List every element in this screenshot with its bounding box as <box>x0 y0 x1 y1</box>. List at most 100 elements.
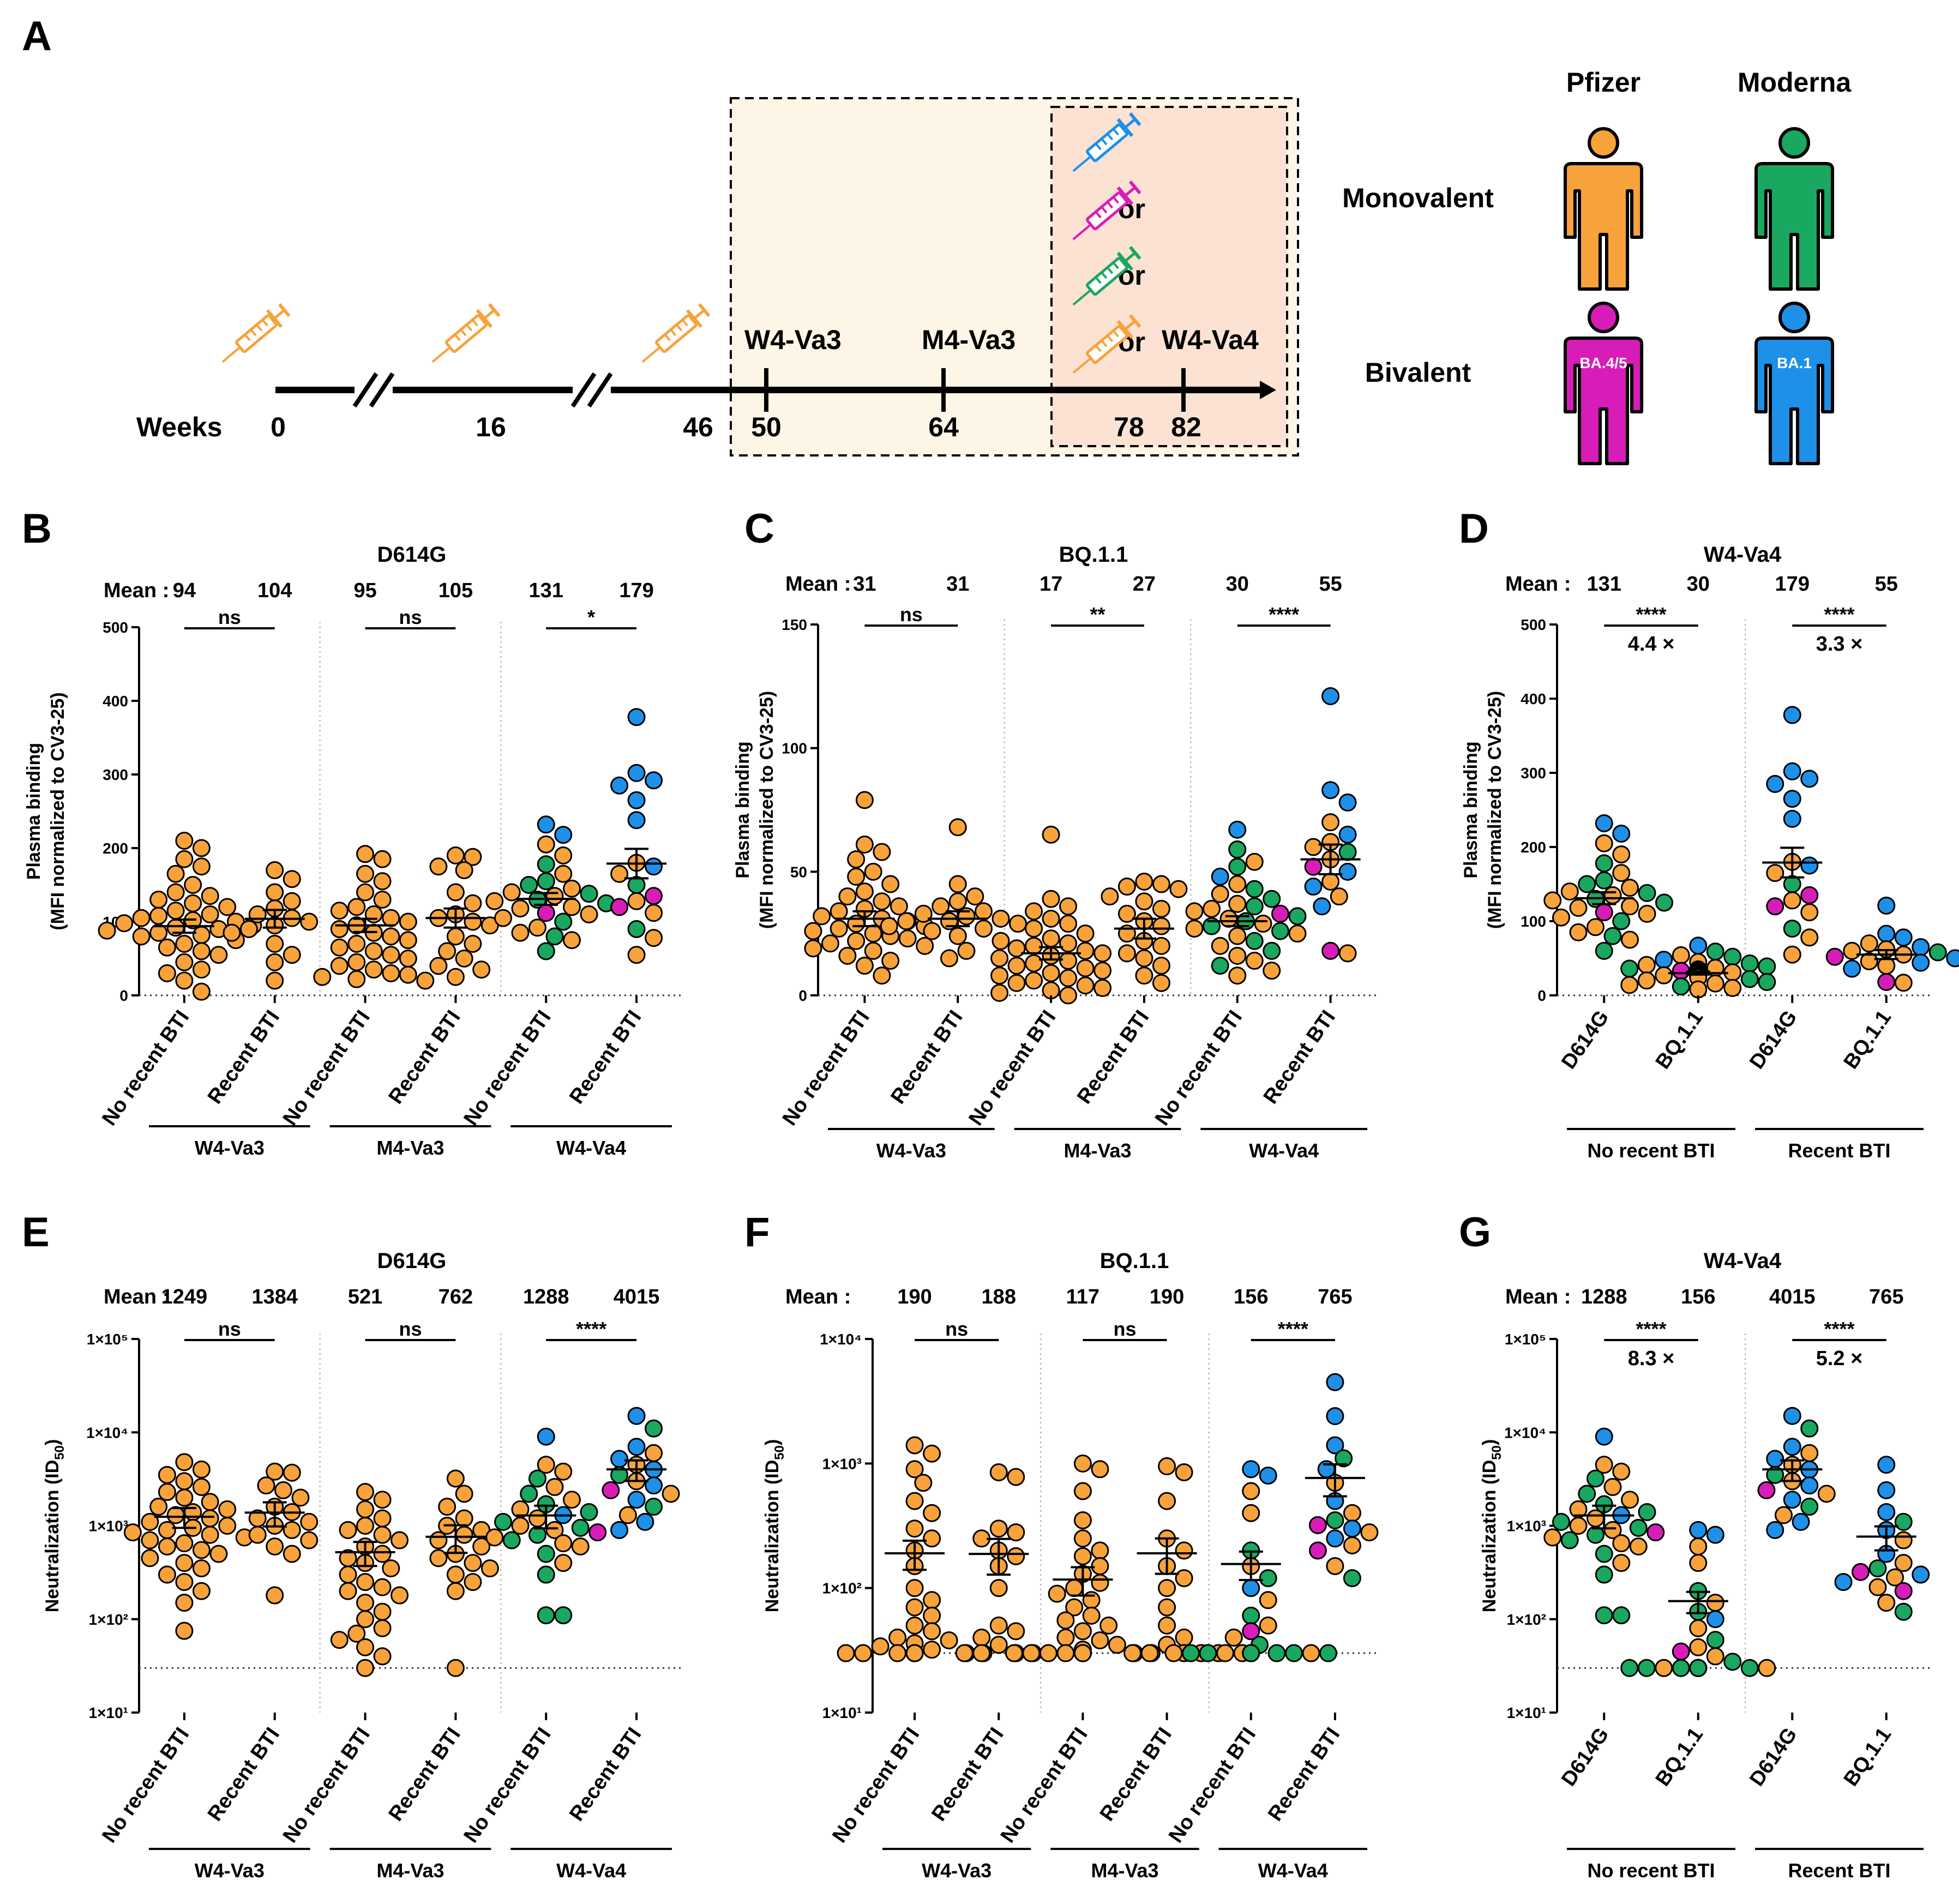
data-point <box>1612 825 1631 843</box>
data-point <box>1595 941 1613 960</box>
data-point <box>1595 871 1613 890</box>
data-point <box>855 835 874 854</box>
data-point <box>1302 1644 1320 1662</box>
data-point <box>356 1483 375 1501</box>
data-point <box>1343 1519 1361 1538</box>
data-point <box>218 898 237 916</box>
data-point <box>627 1438 646 1456</box>
data-point <box>1689 1537 1708 1555</box>
data-point <box>1245 880 1264 898</box>
data-point <box>1552 1512 1570 1531</box>
data-point <box>192 960 211 979</box>
data-point <box>1800 1419 1819 1438</box>
mean-value: 190 <box>897 1286 932 1308</box>
group-label: W4-Va3 <box>922 1859 991 1882</box>
data-point <box>1834 1573 1853 1591</box>
data-point <box>991 932 1010 950</box>
data-point <box>429 1549 448 1567</box>
data-point <box>520 876 538 894</box>
data-point <box>948 892 967 911</box>
data-point <box>821 934 839 953</box>
data-point <box>1288 924 1307 943</box>
data-point <box>266 1586 284 1605</box>
data-point <box>554 864 573 883</box>
data-point <box>580 1503 598 1521</box>
data-point <box>645 857 663 876</box>
data-point <box>1304 838 1323 856</box>
data-point <box>940 1631 958 1650</box>
series-points <box>98 832 262 1001</box>
data-point <box>972 1644 991 1662</box>
data-point <box>1860 934 1878 953</box>
data-point <box>266 1537 284 1555</box>
data-point <box>1758 973 1776 992</box>
data-point <box>1638 904 1656 923</box>
data-point <box>1093 978 1112 997</box>
data-point <box>610 864 629 883</box>
data-point <box>373 1491 392 1509</box>
y-axis-label: Plasma binding (MFI normalized to CV3-25) <box>23 692 68 930</box>
data-point <box>472 1537 491 1555</box>
data-point <box>175 1554 194 1572</box>
data-point <box>356 845 375 863</box>
data-point <box>1152 936 1170 955</box>
data-point <box>1228 946 1247 965</box>
x-category-label: Recent BTI <box>565 1723 646 1825</box>
data-point <box>1245 852 1264 871</box>
data-point <box>1158 1457 1176 1475</box>
x-category-label: BQ.1.1 <box>1840 1723 1896 1791</box>
data-point <box>158 1521 176 1539</box>
data-point <box>132 927 151 946</box>
data-point <box>1672 1642 1690 1661</box>
group-label: Recent BTI <box>1788 1139 1890 1162</box>
group-label: W4-Va3 <box>876 1139 946 1162</box>
timeline-arrowhead <box>1260 381 1276 399</box>
data-point <box>1242 1482 1260 1500</box>
fold-change-label: 4.4 × <box>1628 633 1675 656</box>
data-point <box>175 953 194 971</box>
x-category-label: No recent BTI <box>460 1723 556 1847</box>
data-point <box>356 1594 375 1612</box>
data-point <box>166 864 185 883</box>
chart-title: BQ.1.1 <box>1059 543 1128 567</box>
y-axis-label: Neutralization (ID50) <box>1479 1439 1504 1613</box>
data-point <box>1783 920 1801 938</box>
data-point <box>1783 1491 1801 1509</box>
y-tick-label: 1×10³ <box>822 1455 862 1472</box>
data-point <box>1175 1629 1193 1647</box>
mean-value: 30 <box>1687 573 1710 596</box>
data-point <box>347 898 366 916</box>
data-point <box>339 1582 357 1600</box>
mean-value: 55 <box>1319 573 1342 596</box>
significance-label: * <box>587 606 595 628</box>
data-point <box>1219 909 1238 928</box>
week-number: 16 <box>476 412 506 442</box>
data-point <box>1740 970 1759 988</box>
data-point <box>123 1523 142 1542</box>
data-point <box>1868 1578 1887 1596</box>
data-point <box>1059 986 1078 1005</box>
x-category-label: BQ.1.1 <box>1840 1006 1896 1073</box>
data-point <box>1175 1463 1193 1481</box>
data-point <box>1073 1622 1092 1641</box>
data-point <box>1169 880 1188 898</box>
x-category-label: D614G <box>1745 1006 1801 1073</box>
data-point <box>1587 1525 1605 1544</box>
y-tick-label: 1×10¹ <box>89 1704 128 1721</box>
data-point <box>1894 1554 1913 1572</box>
data-point <box>429 857 448 876</box>
data-point <box>537 1456 555 1474</box>
y-tick-label: 100 <box>1521 913 1546 930</box>
data-point <box>1595 1545 1613 1563</box>
data-point <box>438 1498 456 1516</box>
data-point <box>446 883 465 902</box>
data-point <box>1912 1565 1930 1584</box>
data-point <box>1783 891 1801 910</box>
mean-value: 1288 <box>1581 1286 1627 1308</box>
x-category-label: No recent BTI <box>1164 1723 1260 1847</box>
data-point <box>888 1629 907 1647</box>
data-point <box>618 1506 637 1524</box>
x-category-label: Recent BTI <box>203 1723 284 1825</box>
